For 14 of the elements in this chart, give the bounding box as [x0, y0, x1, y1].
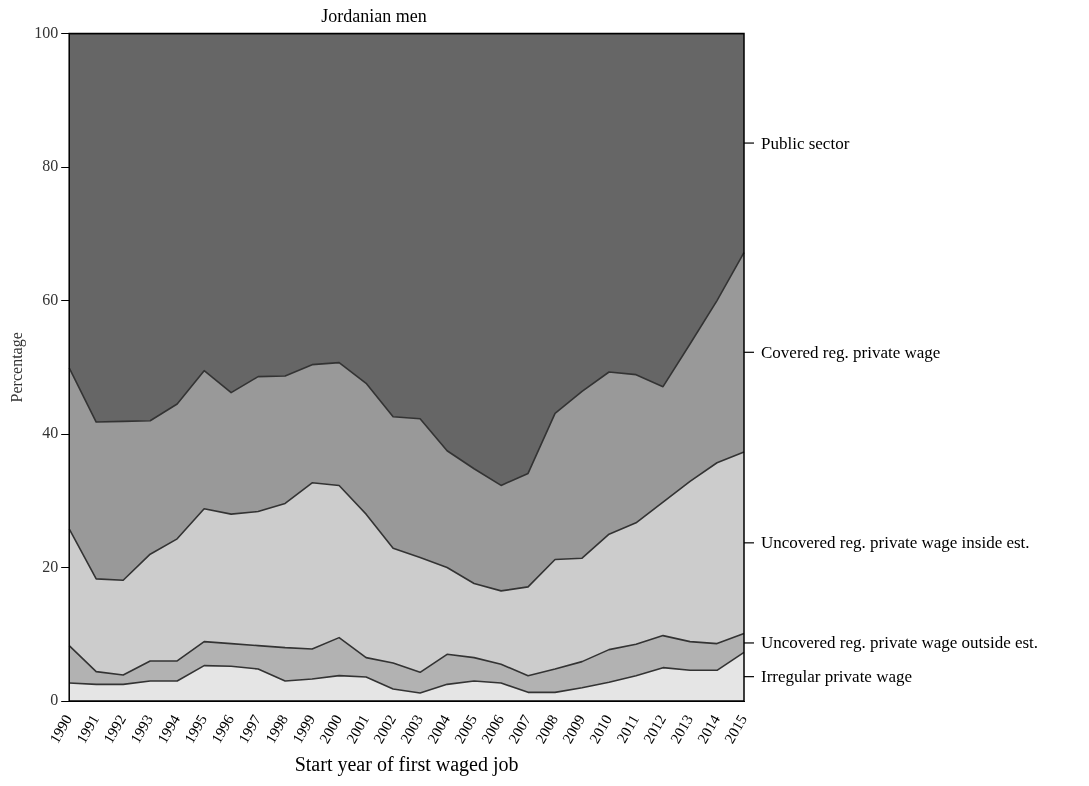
y-tick-label: 100: [34, 23, 59, 41]
series-label: Irregular private wage: [761, 667, 913, 687]
x-axis-title: Start year of first waged job: [294, 753, 519, 777]
series-label: Uncovered reg. private wage outside est.: [761, 633, 1039, 653]
y-axis-title: Percentage: [7, 332, 26, 403]
chart-title: Jordanian men: [321, 5, 427, 26]
series-label: Public sector: [761, 133, 850, 153]
series-label: Uncovered reg. private wage inside est.: [761, 533, 1030, 553]
y-tick-label: 60: [42, 290, 59, 308]
y-tick-label: 80: [42, 157, 59, 175]
y-tick-label: 0: [50, 691, 59, 709]
y-tick-label: 40: [42, 424, 59, 442]
y-tick-label: 20: [42, 557, 59, 575]
series-label: Covered reg. private wage: [761, 342, 941, 362]
